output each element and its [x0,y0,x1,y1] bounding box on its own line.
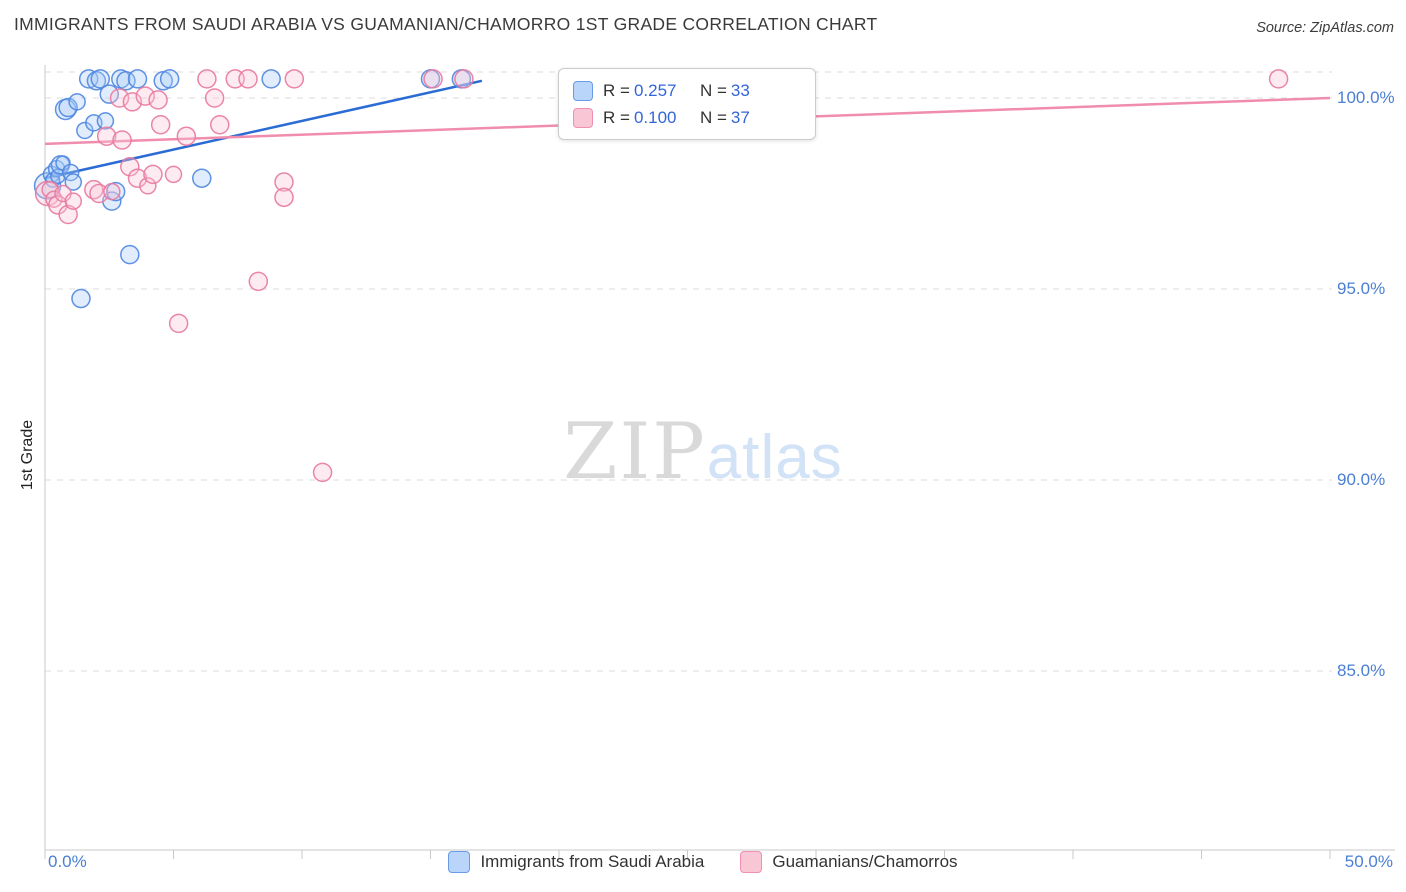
point-guamanian-chamorro [197,69,217,89]
legend-row-guamanian-chamorro: R = 0.100 N = 37 [573,104,801,131]
y-axis-label-100: 100.0% [1337,88,1395,107]
point-guamanian-chamorro [423,69,443,89]
zipatlas-watermark: ZIP atlas [563,407,842,497]
y-axis-label-95: 95.0% [1337,279,1386,298]
point-saudi-arabia [90,69,111,89]
n-value: 37 [730,107,750,127]
point-guamanian-chamorro [204,88,225,108]
point-saudi-arabia [120,244,140,265]
page-title: IMMIGRANTS FROM SAUDI ARABIA VS GUAMANIA… [14,14,878,34]
n-value: 33 [730,80,750,100]
point-guamanian-chamorro [312,462,333,483]
legend-item-saudi-arabia[interactable]: Immigrants from Saudi Arabia [448,851,704,873]
n-label: N = [699,80,727,100]
point-guamanian-chamorro [148,90,168,110]
point-guamanian-chamorro [168,313,189,334]
series-legend: Immigrants from Saudi Arabia Guamanians/… [0,851,1406,873]
point-saudi-arabia [105,181,126,202]
blue-series-swatch-icon [448,851,471,873]
point-guamanian-chamorro [176,126,197,146]
point-saudi-arabia [64,173,83,191]
point-guamanian-chamorro [274,187,294,208]
point-guamanian-chamorro [164,165,183,184]
n-label: N = [699,107,727,127]
legend-item-label: Immigrants from Saudi Arabia [480,852,705,871]
point-guamanian-chamorro [274,172,294,192]
point-saudi-arabia [68,93,86,111]
gridlines [45,71,1332,672]
series-guamanian-chamorro [34,69,1289,483]
point-saudi-arabia [99,84,119,104]
point-guamanian-chamorro [248,271,269,292]
y-axis-label-90: 90.0% [1337,470,1386,489]
point-guamanian-chamorro [112,130,132,150]
legend-item-guamanian-chamorro[interactable]: Guamanians/Chamorros [740,851,958,873]
x-axis-max-label: 50.0% [1344,852,1393,871]
point-saudi-arabia [50,168,66,185]
watermark-zip: ZIP [563,407,707,497]
x-axis-min-label: 0.0% [48,852,87,871]
trend-line-saudi-arabia [44,79,483,180]
point-guamanian-chamorro [238,69,258,89]
point-guamanian-chamorro [454,69,474,89]
y-axis-label-85: 85.0% [1337,661,1386,680]
point-saudi-arabia [159,69,180,89]
point-guamanian-chamorro [139,177,157,195]
point-guamanian-chamorro [284,69,305,89]
blue-series-swatch-icon [573,80,593,101]
point-guamanian-chamorro [64,192,83,210]
point-guamanian-chamorro [143,164,163,185]
point-saudi-arabia [127,69,148,89]
point-saudi-arabia [96,112,115,130]
r-label: R = [603,80,630,100]
point-guamanian-chamorro [150,114,171,135]
pink-series-swatch-icon [740,851,763,873]
point-saudi-arabia [261,69,281,89]
point-guamanian-chamorro [58,204,78,225]
point-guamanian-chamorro [96,126,117,146]
axes [44,65,1395,859]
correlation-legend-box: R = 0.257 N = 33 R = 0.100 N = 37 [558,68,816,140]
point-guamanian-chamorro [1268,69,1289,89]
point-saudi-arabia [192,168,212,188]
point-saudi-arabia [58,97,78,118]
legend-item-label: Guamanians/Chamorros [772,852,958,871]
source-attribution[interactable]: Source: ZipAtlas.com [1256,20,1394,36]
point-guamanian-chamorro [103,182,121,201]
legend-row-saudi-arabia: R = 0.257 N = 33 [573,77,801,104]
point-saudi-arabia [71,288,91,309]
point-guamanian-chamorro [120,157,140,177]
r-value: 0.257 [633,80,677,100]
pink-series-swatch-icon [573,107,593,128]
r-value: 0.100 [633,107,677,127]
r-label: R = [603,107,630,127]
point-guamanian-chamorro [41,180,59,199]
point-guamanian-chamorro [210,114,230,135]
